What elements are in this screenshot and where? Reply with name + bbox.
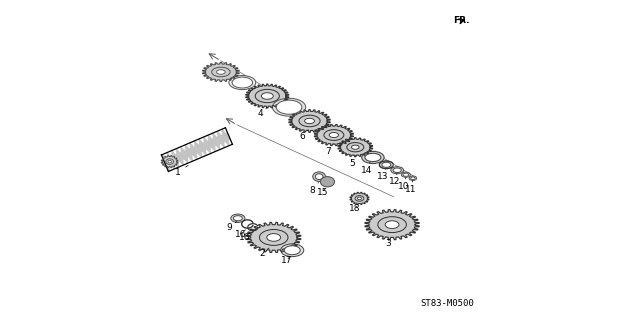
Ellipse shape bbox=[315, 174, 323, 180]
Ellipse shape bbox=[393, 168, 401, 172]
Polygon shape bbox=[203, 62, 240, 82]
Polygon shape bbox=[338, 138, 373, 157]
Text: 9: 9 bbox=[227, 221, 237, 232]
Polygon shape bbox=[289, 110, 330, 132]
Text: 11: 11 bbox=[405, 180, 417, 194]
Ellipse shape bbox=[329, 132, 338, 138]
Ellipse shape bbox=[357, 197, 361, 200]
Ellipse shape bbox=[231, 214, 245, 222]
Polygon shape bbox=[350, 192, 369, 204]
Polygon shape bbox=[247, 222, 301, 252]
Ellipse shape bbox=[229, 76, 256, 90]
Ellipse shape bbox=[403, 173, 409, 176]
Text: 15: 15 bbox=[317, 188, 329, 197]
Ellipse shape bbox=[281, 244, 304, 257]
Ellipse shape bbox=[313, 172, 326, 181]
Text: FR.: FR. bbox=[453, 16, 469, 25]
Ellipse shape bbox=[304, 118, 315, 124]
Ellipse shape bbox=[320, 177, 334, 187]
Text: 18: 18 bbox=[348, 204, 360, 213]
Text: 12: 12 bbox=[389, 173, 400, 186]
Ellipse shape bbox=[385, 221, 399, 228]
Ellipse shape bbox=[168, 160, 171, 163]
Polygon shape bbox=[365, 210, 419, 240]
Text: 16: 16 bbox=[235, 230, 247, 239]
Text: 2: 2 bbox=[259, 248, 269, 258]
Ellipse shape bbox=[352, 145, 359, 149]
Ellipse shape bbox=[391, 167, 404, 174]
Text: 17: 17 bbox=[281, 256, 292, 265]
Polygon shape bbox=[161, 156, 178, 168]
Text: 7: 7 bbox=[326, 144, 334, 156]
Ellipse shape bbox=[382, 162, 391, 167]
Text: 4: 4 bbox=[257, 107, 268, 118]
Ellipse shape bbox=[411, 177, 415, 180]
Ellipse shape bbox=[217, 70, 225, 74]
Text: ST83-M0500: ST83-M0500 bbox=[420, 299, 474, 308]
Polygon shape bbox=[246, 84, 289, 108]
Ellipse shape bbox=[362, 151, 384, 164]
Ellipse shape bbox=[261, 93, 273, 99]
Ellipse shape bbox=[276, 100, 302, 114]
Text: 5: 5 bbox=[349, 155, 355, 168]
Text: 16: 16 bbox=[238, 233, 250, 242]
Text: 6: 6 bbox=[299, 130, 308, 141]
Polygon shape bbox=[314, 124, 354, 146]
Text: 14: 14 bbox=[361, 162, 372, 175]
Ellipse shape bbox=[401, 172, 410, 177]
Text: 1: 1 bbox=[175, 165, 188, 177]
Text: 3: 3 bbox=[385, 239, 391, 248]
Ellipse shape bbox=[284, 246, 300, 255]
Text: 13: 13 bbox=[377, 168, 389, 181]
Ellipse shape bbox=[409, 176, 417, 180]
Ellipse shape bbox=[365, 153, 381, 162]
Ellipse shape bbox=[379, 161, 394, 169]
Text: 8: 8 bbox=[310, 182, 318, 195]
Ellipse shape bbox=[267, 234, 281, 241]
Ellipse shape bbox=[232, 77, 253, 88]
Ellipse shape bbox=[273, 98, 306, 116]
Text: 10: 10 bbox=[398, 178, 410, 191]
Ellipse shape bbox=[233, 216, 242, 221]
